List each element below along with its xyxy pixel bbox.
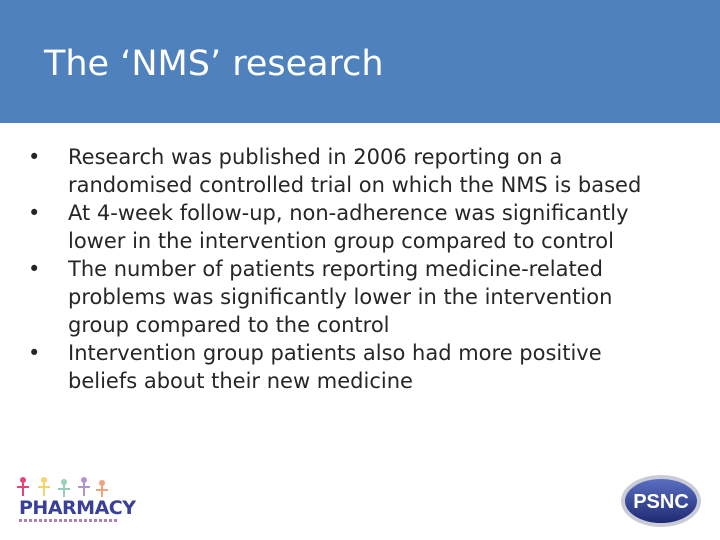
title-bar: The ‘NMS’ research <box>0 0 720 123</box>
bullet-text: At 4-week follow-up, non-adherence was s… <box>68 201 629 253</box>
bullet-text: Intervention group patients also had mor… <box>68 341 602 393</box>
bullet-icon: • <box>28 257 41 281</box>
bullet-item: • Intervention group patients also had m… <box>28 339 688 395</box>
bullet-list: • Research was published in 2006 reporti… <box>28 143 688 395</box>
psnc-logo: PSNC <box>618 472 704 530</box>
pharmacy-logo: PHARMACY <box>14 470 136 530</box>
bullet-icon: • <box>28 341 41 365</box>
bullet-item: • The number of patients reporting medic… <box>28 255 688 339</box>
bullet-item: • At 4-week follow-up, non-adherence was… <box>28 199 688 255</box>
pharmacy-people-logo-icon <box>17 477 108 497</box>
pharmacy-logo-tagline <box>19 519 119 522</box>
bullet-icon: • <box>28 201 41 225</box>
bullet-item: • Research was published in 2006 reporti… <box>28 143 688 199</box>
psnc-oval-logo-icon: PSNC <box>621 475 701 527</box>
pharmacy-logo-word: PHARMACY <box>19 497 136 519</box>
bullet-icon: • <box>28 145 41 169</box>
slide-title: The ‘NMS’ research <box>44 44 384 84</box>
bullet-text: Research was published in 2006 reporting… <box>68 145 642 197</box>
bullet-text: The number of patients reporting medicin… <box>68 257 613 337</box>
psnc-logo-text: PSNC <box>633 491 689 513</box>
